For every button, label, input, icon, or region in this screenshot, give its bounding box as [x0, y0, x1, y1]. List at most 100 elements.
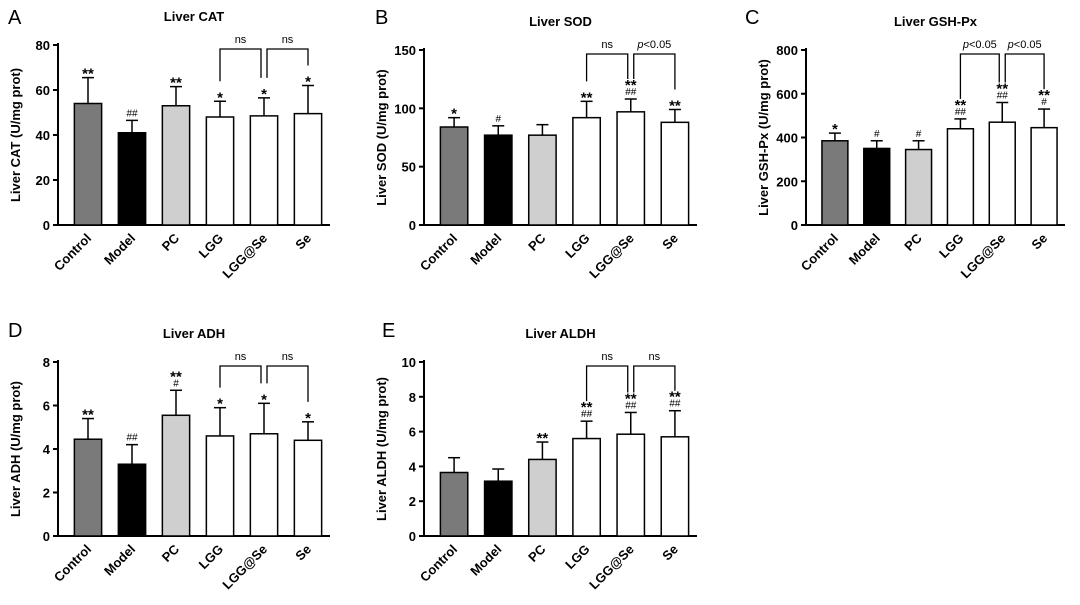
panel-e: E Liver ALDH Liver ALDH (U/mg prot) 0 2 4 6 8 10… [374, 320, 697, 592]
x-tick-label: Control [417, 231, 460, 274]
x-tick-label: PC [525, 230, 549, 254]
x-tick-label: Control [51, 542, 94, 585]
y-tick-label: 2 [43, 486, 50, 501]
x-tick-label: LGG [196, 231, 227, 262]
bar-lgg-se [616, 111, 646, 226]
bracket-label: ns [601, 39, 613, 51]
significance-mark: ** [955, 97, 967, 114]
significance-mark: * [261, 391, 267, 408]
x-tick-label: LGG@Se [958, 231, 1009, 282]
panel-letter: B [375, 7, 388, 29]
significance-mark: * [832, 121, 838, 138]
significance-mark: ** [581, 89, 593, 106]
significance-mark: # [173, 378, 179, 389]
x-tick-label: Se [1028, 231, 1050, 253]
panel-b: B Liver SOD Liver SOD (U/mg prot) 0 50 100 150… [374, 7, 697, 281]
y-tick-label: 400 [776, 131, 798, 146]
significance-mark: # [874, 129, 880, 140]
bar-pc [161, 414, 191, 537]
x-tick-label: PC [901, 230, 925, 254]
x-tick-label: PC [159, 541, 183, 565]
bracket-label: p<0.05 [1007, 39, 1042, 51]
bar-control [73, 102, 103, 226]
bracket-label: ns [601, 351, 613, 363]
significance-mark: ** [625, 390, 637, 407]
bar-model [863, 147, 891, 226]
bar-lgg-se [249, 115, 279, 226]
y-tick-label: 4 [409, 459, 417, 474]
x-tick-label: Model [101, 542, 138, 579]
x-tick-label: Model [467, 231, 504, 268]
significance-mark: ## [625, 87, 637, 98]
y-tick-label: 0 [409, 218, 416, 233]
significance-mark: ## [126, 433, 138, 444]
chart-title: Liver ADH [163, 326, 225, 341]
significance-mark: ** [170, 368, 182, 385]
bar-se [293, 439, 323, 537]
bar-model [117, 132, 147, 226]
bar-se [1030, 126, 1058, 226]
bar-se [660, 121, 690, 226]
significance-mark: * [217, 89, 223, 106]
panel-letter: E [382, 320, 395, 342]
bar-pc [161, 105, 191, 226]
bracket-label: ns [282, 351, 294, 363]
comparison-bracket [266, 365, 309, 402]
y-tick-label: 0 [791, 218, 798, 233]
bracket-label: p<0.05 [636, 39, 671, 51]
panel-c: C Liver GSH-Px Liver GSH-Px (U/mg prot) 0 20… [745, 7, 1065, 281]
bar-control [821, 140, 849, 226]
comparison-bracket [585, 53, 629, 82]
comparison-bracket [633, 53, 676, 90]
bar-model [483, 134, 513, 226]
bar-se [293, 112, 323, 226]
significance-mark: ** [82, 66, 94, 83]
comparison-bracket [266, 48, 309, 78]
significance-mark: ## [669, 399, 681, 410]
x-tick-label: LGG@Se [586, 542, 637, 593]
x-tick-label: LGG [936, 231, 967, 262]
significance-mark: # [916, 129, 922, 140]
significance-mark: ## [581, 409, 593, 420]
x-tick-label: LGG [562, 231, 593, 262]
bar-model [117, 463, 147, 537]
significance-mark: * [451, 106, 457, 123]
y-tick-label: 20 [36, 173, 50, 188]
significance-mark: # [1041, 97, 1047, 108]
significance-mark: ** [1038, 87, 1050, 104]
significance-mark: ** [170, 75, 182, 92]
comparison-bracket [219, 48, 262, 82]
significance-mark: * [305, 410, 311, 427]
x-tick-label: Control [51, 231, 94, 274]
y-tick-label: 8 [43, 355, 50, 370]
y-tick-label: 80 [36, 38, 50, 53]
y-axis-label: Liver GSH-Px (U/mg prot) [756, 59, 771, 216]
significance-mark: ** [669, 389, 681, 406]
bracket-label: p<0.05 [962, 39, 997, 51]
y-tick-label: 0 [43, 529, 50, 544]
y-tick-label: 600 [776, 87, 798, 102]
bar-lgg-se [249, 433, 279, 537]
bar-lgg-se [616, 433, 646, 537]
significance-mark: ## [955, 107, 967, 118]
significance-mark: * [261, 86, 267, 103]
bracket-label: ns [282, 34, 294, 46]
chart-title: Liver GSH-Px [894, 14, 978, 29]
x-tick-label: Se [659, 542, 681, 564]
bar-lgg-se [988, 121, 1016, 226]
panel-letter: A [8, 7, 22, 29]
comparison-bracket [219, 365, 262, 388]
bar-control [73, 438, 103, 537]
panel-a: A Liver CAT Liver CAT (U/mg prot) 0 20 40 60 80… [8, 7, 330, 281]
bar-lgg [572, 116, 602, 226]
y-tick-label: 0 [409, 529, 416, 544]
significance-mark: ** [581, 399, 593, 416]
y-axis-label: Liver ADH (U/mg prot) [8, 381, 23, 517]
y-tick-label: 150 [394, 43, 416, 58]
significance-mark: ## [625, 400, 637, 411]
significance-mark: # [495, 114, 501, 125]
bracket-label: ns [235, 351, 247, 363]
y-tick-label: 40 [36, 128, 50, 143]
